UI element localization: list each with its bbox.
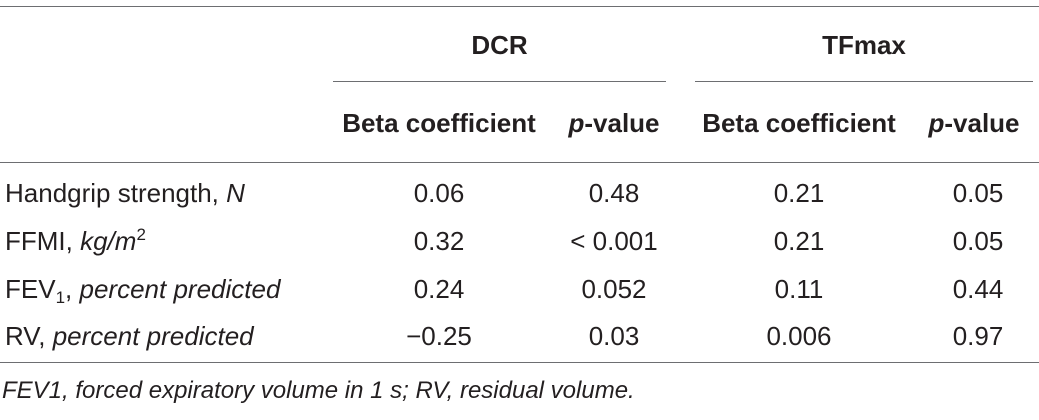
table-bottom-rule bbox=[0, 362, 1039, 363]
col-header-tfmax-beta: Beta coefficient bbox=[702, 108, 896, 138]
cell-dcr-beta: 0.32 bbox=[413, 226, 465, 256]
row-unit: N bbox=[226, 178, 245, 208]
row-label-sub: 1 bbox=[55, 288, 66, 307]
row-label-text: FEV bbox=[5, 274, 56, 304]
row-label-rv: RV, percent predicted bbox=[5, 321, 254, 351]
row-unit: percent predicted bbox=[79, 274, 281, 304]
row-label-text: FFMI, bbox=[5, 226, 81, 256]
p-italic: p bbox=[568, 108, 585, 138]
p-italic: p bbox=[928, 108, 945, 138]
row-label-ffmi: FFMI, kg/m2 bbox=[5, 226, 146, 256]
table-top-rule bbox=[0, 6, 1039, 7]
row-label-fev1: FEV1, percent predicted bbox=[5, 274, 281, 307]
header-bottom-rule bbox=[0, 162, 1039, 163]
pvalue-suffix: -value bbox=[584, 108, 660, 138]
row-label-text: Handgrip strength, bbox=[5, 178, 227, 208]
row-unit: percent predicted bbox=[52, 321, 254, 351]
row-unit: kg/m bbox=[80, 226, 137, 256]
cell-dcr-p: 0.48 bbox=[588, 178, 640, 208]
col-header-dcr-pvalue: p-value bbox=[554, 108, 674, 138]
cell-tfmax-p: 0.05 bbox=[952, 178, 1004, 208]
cell-dcr-beta: 0.06 bbox=[413, 178, 465, 208]
row-label-text: RV, bbox=[5, 321, 53, 351]
cell-tfmax-beta: 0.006 bbox=[766, 321, 832, 351]
cell-tfmax-p: 0.05 bbox=[952, 226, 1004, 256]
row-label-tail: , bbox=[65, 274, 80, 304]
table-footnote: FEV1, forced expiratory volume in 1 s; R… bbox=[2, 377, 635, 404]
cell-dcr-p: 0.03 bbox=[588, 321, 640, 351]
group-header-tfmax: TFmax bbox=[822, 30, 906, 60]
cell-tfmax-p: 0.44 bbox=[952, 274, 1004, 304]
tfmax-group-rule bbox=[695, 81, 1033, 82]
col-header-tfmax-pvalue: p-value bbox=[914, 108, 1034, 138]
cell-tfmax-p: 0.97 bbox=[952, 321, 1004, 351]
group-header-dcr: DCR bbox=[471, 30, 528, 60]
cell-dcr-p: < 0.001 bbox=[570, 226, 658, 256]
cell-tfmax-beta: 0.21 bbox=[773, 178, 825, 208]
dcr-group-rule bbox=[333, 81, 666, 82]
pvalue-suffix: -value bbox=[944, 108, 1020, 138]
cell-dcr-p: 0.052 bbox=[581, 274, 647, 304]
cell-tfmax-beta: 0.21 bbox=[773, 226, 825, 256]
cell-tfmax-beta: 0.11 bbox=[774, 274, 824, 304]
col-header-dcr-beta: Beta coefficient bbox=[342, 108, 536, 138]
cell-dcr-beta: 0.24 bbox=[413, 274, 465, 304]
row-label-handgrip: Handgrip strength, N bbox=[5, 178, 245, 208]
row-unit-sup: 2 bbox=[136, 225, 146, 244]
cell-dcr-beta: −0.25 bbox=[406, 321, 472, 351]
